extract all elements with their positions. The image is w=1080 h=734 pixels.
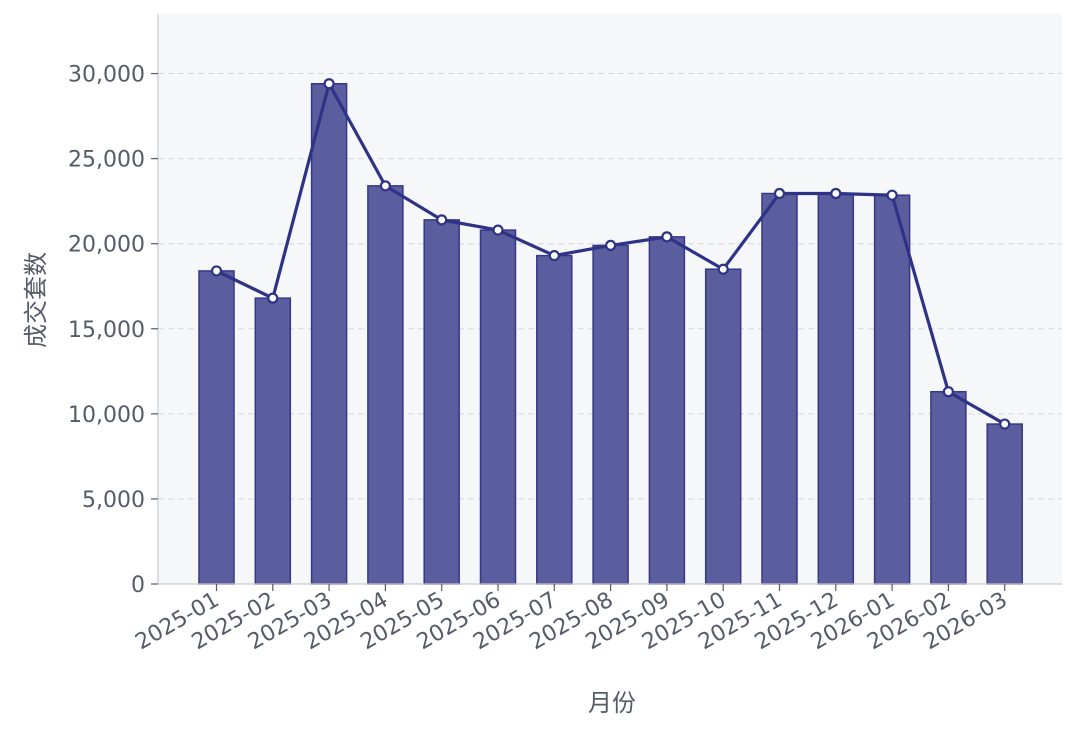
line-point (548, 250, 560, 262)
y-axis-label: 成交套数 (22, 252, 50, 348)
y-tick-label: 0 (131, 573, 145, 598)
line-point (436, 214, 448, 226)
y-tick-label: 15,000 (68, 318, 145, 343)
bar (986, 423, 1023, 585)
bar (648, 236, 686, 585)
line-point (323, 78, 335, 90)
bar (479, 229, 517, 585)
bar (367, 185, 404, 585)
bar (873, 194, 911, 585)
line-point (492, 224, 504, 236)
line-point (830, 187, 842, 200)
x-axis-label: 月份 (588, 689, 636, 717)
bar (254, 297, 292, 585)
y-tick-label: 5,000 (82, 488, 145, 513)
line-point (942, 386, 955, 398)
line-point (210, 265, 223, 277)
bar (761, 192, 798, 585)
y-tick-label: 30,000 (68, 63, 145, 88)
bar (592, 244, 629, 585)
bar (704, 268, 742, 585)
line-point (379, 180, 391, 192)
bar (817, 192, 855, 585)
bar (536, 254, 573, 585)
line-point (604, 239, 617, 252)
line-point (773, 187, 786, 200)
bar (423, 219, 460, 585)
line-series (210, 78, 1011, 430)
y-tick-label: 20,000 (68, 233, 145, 258)
line-point (661, 231, 673, 243)
line-point (886, 189, 898, 201)
line-point (267, 292, 279, 304)
y-tick-label: 25,000 (68, 148, 145, 173)
bar-series (198, 83, 1023, 585)
line-point (999, 418, 1011, 430)
bar (198, 270, 235, 585)
bar (310, 83, 348, 585)
line-point (717, 263, 729, 275)
bar (930, 390, 967, 585)
y-tick-label: 10,000 (68, 403, 145, 428)
